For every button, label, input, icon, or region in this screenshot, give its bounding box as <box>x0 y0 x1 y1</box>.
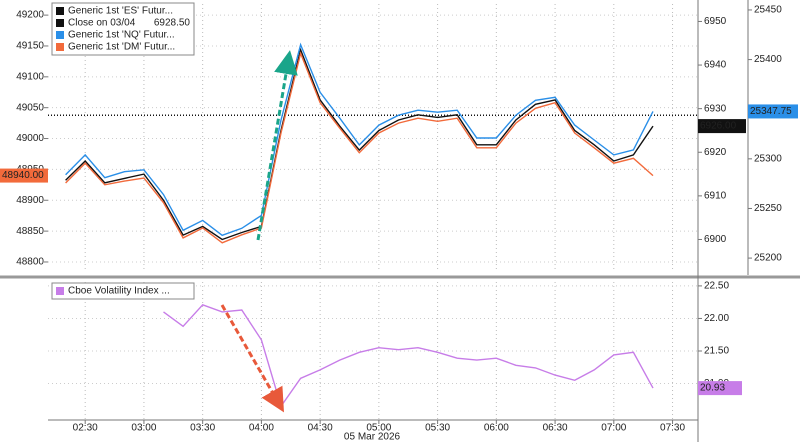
legend-label: Generic 1st 'NQ' Futur... <box>68 30 175 41</box>
legend-swatch <box>56 19 64 27</box>
legend-label: Close on 03/04 <box>68 18 136 29</box>
value-label-box <box>698 119 746 134</box>
y-tick-label: 25200 <box>754 253 782 264</box>
x-tick-label: 06:00 <box>484 423 509 434</box>
y-tick-label: 6900 <box>704 234 727 245</box>
overlay <box>220 50 298 413</box>
y-tick-label: 25450 <box>754 5 782 16</box>
legend-box <box>51 2 195 56</box>
x-tick-label: 05:00 <box>366 423 391 434</box>
y-tick-label: 22.00 <box>704 313 729 324</box>
annotation-arrow <box>220 304 284 413</box>
value-label: 6926.00 <box>700 121 737 132</box>
y-tick-label: 21.50 <box>704 346 729 357</box>
series-line <box>65 51 654 244</box>
y-tick-label: 48850 <box>16 226 44 237</box>
marks: 4880048850489004895049000490504910049150… <box>0 2 798 434</box>
x-tick-label: 06:30 <box>543 423 568 434</box>
value-label-box <box>0 168 48 183</box>
series-line <box>65 42 654 237</box>
x-tick-label: 04:30 <box>308 423 333 434</box>
y-tick-label: 49200 <box>16 10 44 21</box>
legend-label: Generic 1st 'DM' Futur... <box>68 42 175 53</box>
value-label-box <box>748 104 798 119</box>
legend-swatch <box>56 287 64 295</box>
value-label: 25347.75 <box>750 106 792 117</box>
x-tick-label: 04:00 <box>249 423 274 434</box>
y-tick-label: 22.50 <box>704 281 729 292</box>
y-tick-label: 25250 <box>754 203 782 214</box>
series-line <box>65 47 654 241</box>
y-tick-label: 6920 <box>704 147 727 158</box>
x-tick-label: 07:30 <box>660 423 685 434</box>
x-tick-label: 07:00 <box>601 423 626 434</box>
x-tick-label: 03:30 <box>190 423 215 434</box>
legend-swatch <box>56 31 64 39</box>
y-tick-label: 48800 <box>16 257 44 268</box>
legend-box <box>51 282 195 300</box>
value-label-box <box>698 381 742 396</box>
annotation-arrow <box>256 50 298 241</box>
x-axis-label: 05 Mar 2026 <box>344 432 401 442</box>
value-label: 48940.00 <box>2 170 44 181</box>
y-tick-label: 49000 <box>16 133 44 144</box>
value-label: 20.93 <box>700 383 725 394</box>
legend-swatch <box>56 43 64 51</box>
series-line <box>163 303 654 408</box>
x-tick-label: 03:00 <box>131 423 156 434</box>
y-tick-label: 49100 <box>16 71 44 82</box>
y-tick-label: 49050 <box>16 102 44 113</box>
y-tick-label: 48900 <box>16 195 44 206</box>
legend-label: Cboe Volatility Index ... <box>68 286 170 297</box>
x-tick-label: 05:30 <box>425 423 450 434</box>
legend-swatch <box>56 7 64 15</box>
y-tick-label: 25300 <box>754 153 782 164</box>
y-tick-label: 6930 <box>704 103 727 114</box>
y-tick-label: 49150 <box>16 41 44 52</box>
legend-value: 6928.50 <box>154 18 191 29</box>
y-tick-label: 6940 <box>704 60 727 71</box>
y-tick-label: 6910 <box>704 191 727 202</box>
y-tick-label: 25400 <box>754 54 782 65</box>
x-tick-label: 02:30 <box>73 423 98 434</box>
legend-label: Generic 1st 'ES' Futur... <box>68 6 173 17</box>
y-tick-label: 6950 <box>704 16 727 27</box>
